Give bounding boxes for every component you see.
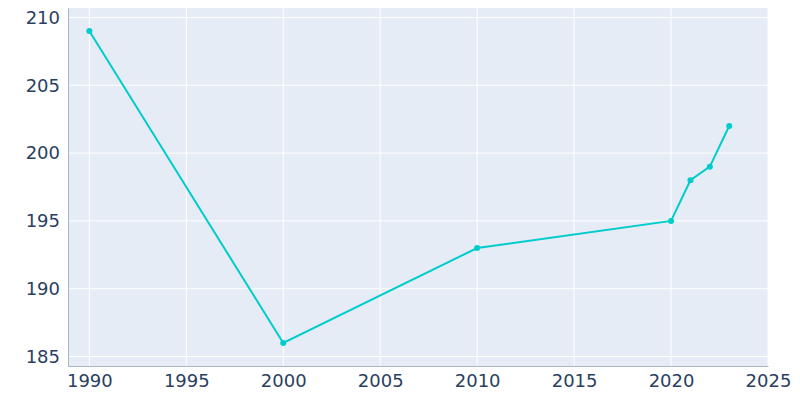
grid-line-y [68,85,768,86]
grid-line-x [477,8,478,366]
x-axis-tick: 2020 [649,366,695,391]
x-axis-tick: 2010 [455,366,501,391]
grid-line-y [68,356,768,357]
y-axis-tick: 185 [26,346,68,367]
y-axis-tick-label: 195 [26,210,60,231]
x-axis-tick: 2005 [358,366,404,391]
y-axis-tick: 205 [26,75,68,96]
grid-line-x [768,8,769,366]
x-axis: 1990 1995 2000 2005 2010 2015 2020 2025 [67,366,791,391]
x-axis-tick-label: 2010 [455,370,501,391]
x-axis-tick: 2000 [261,366,307,391]
x-axis-tick: 1990 [67,366,113,391]
y-axis-line [68,9,69,367]
y-axis-tick: 190 [26,278,68,299]
x-axis-tick-label: 2015 [552,370,598,391]
marks [86,28,732,346]
x-axis-tick: 2025 [746,366,792,391]
x-axis-tick-label: 2020 [649,370,695,391]
y-axis-tick-label: 205 [26,75,60,96]
line [89,31,729,343]
y-axis-tick: 195 [26,210,68,231]
point [726,123,732,129]
plot-background [68,8,768,366]
grid [68,8,768,366]
grid-line-x [671,8,672,366]
x-axis-tick-label: 2000 [261,370,307,391]
grid-line-y [68,153,768,154]
x-axis-tick-label: 1995 [164,370,210,391]
x-axis-tick-label: 2025 [746,370,792,391]
x-axis-tick-label: 2005 [358,370,404,391]
grid-line-y [68,17,768,18]
x-axis-tick-label: 1990 [67,370,113,391]
point [474,245,480,251]
y-axis-tick: 210 [26,7,68,28]
y-axis-tick-label: 190 [26,278,60,299]
chart: 1990 1995 2000 2005 2010 2015 2020 2025 185 190 19… [0,0,800,400]
grid-line-x [380,8,381,366]
x-axis-tick: 1995 [164,366,210,391]
plot: 1990 1995 2000 2005 2010 2015 2020 2025 185 190 19… [26,7,792,391]
y-axis-tick: 200 [26,142,68,163]
grid-line-x [89,8,90,366]
grid-line-x [283,8,284,366]
point [86,28,92,34]
y-axis-tick-label: 200 [26,142,60,163]
y-axis-tick-label: 210 [26,7,60,28]
grid-line-y [68,288,768,289]
y-axis: 185 190 195 200 205 210 [26,7,69,367]
y-axis-tick-label: 185 [26,346,60,367]
point [687,177,693,183]
grid-line-x [574,8,575,366]
point [280,340,286,346]
point [707,164,713,170]
x-axis-line [69,366,769,367]
x-axis-tick: 2015 [552,366,598,391]
point [668,218,674,224]
